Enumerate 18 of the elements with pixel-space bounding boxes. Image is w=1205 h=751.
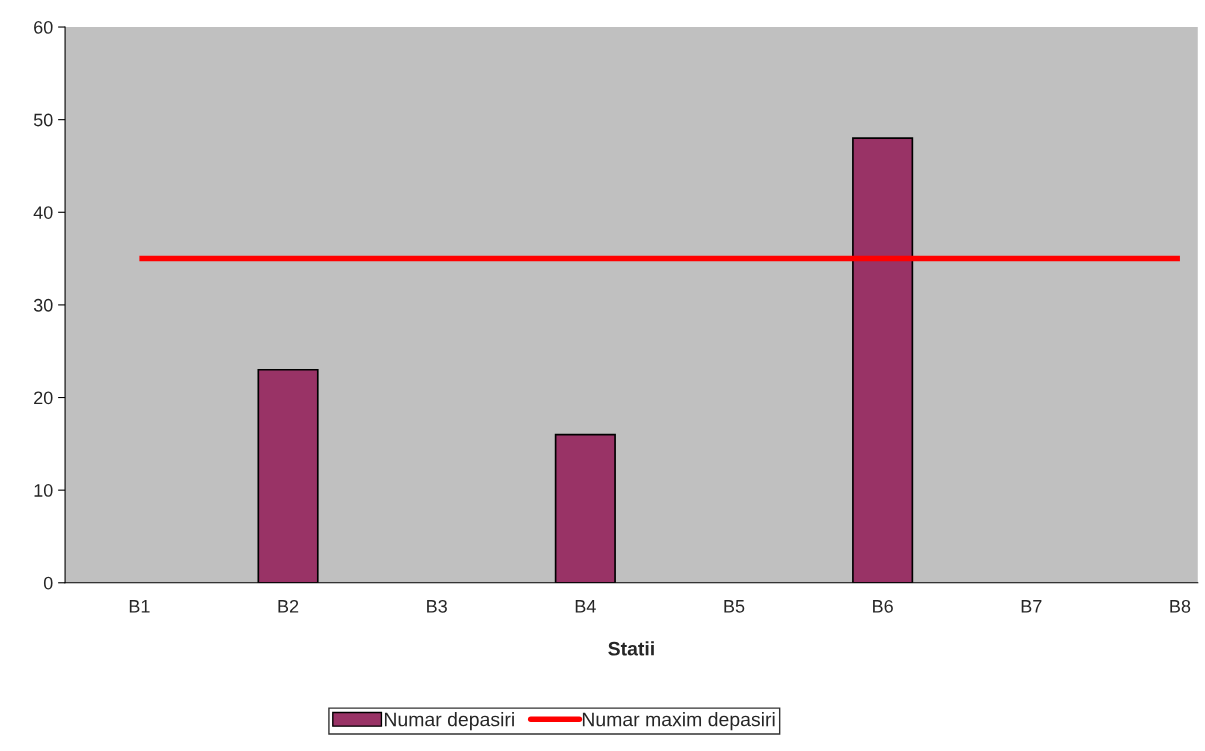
y-tick-label: 40 bbox=[33, 206, 53, 219]
y-tick-label: 10 bbox=[34, 484, 53, 497]
x-tick-label: B2 bbox=[278, 599, 299, 613]
x-tick-label: B7 bbox=[1021, 600, 1042, 613]
legend-label: Numar maxim depasiri bbox=[582, 712, 775, 731]
legend-label: Numar depasiri bbox=[384, 712, 514, 731]
x-axis-title: Statii bbox=[608, 641, 654, 656]
y-tick-label: 60 bbox=[34, 20, 53, 34]
y-tick-label: 50 bbox=[33, 113, 53, 127]
y-tick-label: 0 bbox=[43, 576, 53, 590]
y-tick-label: 30 bbox=[33, 298, 53, 312]
x-tick-label: B8 bbox=[1170, 599, 1191, 613]
y-tick-label: 20 bbox=[34, 391, 53, 405]
x-tick-label: B6 bbox=[873, 599, 893, 613]
x-tick-label: B5 bbox=[724, 600, 745, 613]
x-tick-label: B4 bbox=[575, 600, 596, 613]
x-tick-label: B1 bbox=[129, 600, 150, 613]
x-tick-label: B3 bbox=[427, 599, 447, 613]
